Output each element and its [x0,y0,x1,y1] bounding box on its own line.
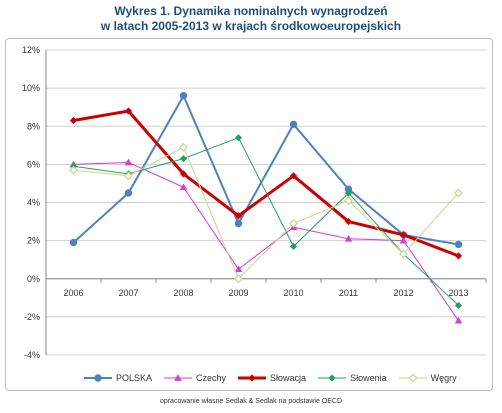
data-point-czechy [454,316,463,324]
data-point-czechy [234,265,243,273]
data-point-sowacja [399,231,408,239]
y-tick-label: 2% [27,236,40,246]
chart-title-line1: Wykres 1. Dynamika nominalnych wynagrodz… [114,4,388,18]
data-point-sowenia [344,189,353,197]
x-tick-label: 2012 [393,288,413,298]
y-tick-label: 4% [27,198,40,208]
data-point-czechy [179,183,188,191]
x-tick-label: 2013 [448,288,468,298]
data-point-czechy [399,236,408,244]
legend-label: Węgry [430,373,457,383]
legend-label: Słowacja [270,373,307,383]
x-tick-label: 2011 [339,288,358,298]
series-line-polska [72,94,459,246]
data-point-wegry [344,196,353,206]
legend-swatch-marker [174,374,182,381]
data-point-sowacja [234,212,243,220]
x-tick-label: 2008 [173,288,193,298]
legend-swatch-marker [94,374,102,382]
data-point-sowacja [69,116,78,125]
data-point-sowenia [454,301,463,310]
series-line-wegry [73,146,459,280]
legend-swatch [238,374,267,382]
legend-swatch-marker [408,373,418,383]
legend-label: Słowenia [350,373,387,383]
data-point-wegry [399,249,408,259]
x-tick-label: 2010 [283,288,303,298]
data-point-sowenia [234,134,243,142]
x-tick-label: 2009 [228,288,248,298]
legend-swatch-marker [328,374,336,382]
data-point-polska [289,120,298,129]
y-tick-label: 8% [27,121,40,131]
data-point-polska [124,189,133,197]
data-point-sowacja [344,217,353,226]
legend-item-sowacja: Słowacja [238,373,306,383]
data-point-wegry [289,219,298,228]
data-point-wegry [69,165,78,175]
y-tick-label: -2% [24,312,40,322]
data-point-wegry [454,188,463,198]
data-point-wegry [124,171,133,181]
y-tick-label: -4% [24,350,40,360]
x-tick-label: 2007 [118,288,138,298]
data-point-sowacja [454,252,463,260]
legend-swatch [164,374,193,381]
source-note: opracowanie własne Sedlak & Sedlak na po… [159,398,343,405]
legend-item-sowenia: Słowenia [318,373,387,383]
x-tick-label: 2006 [63,288,83,298]
chart-title-line2: w latach 2005-2013 w krajach środkowoeur… [100,19,402,33]
data-point-polska [454,240,463,249]
series-line-sowacja [73,109,460,258]
legend-swatch [318,374,347,382]
legend-swatch-marker [248,374,256,382]
y-tick-label: 12% [22,45,40,55]
data-point-sowacja [179,170,188,178]
data-point-czechy [124,158,133,166]
series-line-czechy [73,161,459,321]
chart-legend: POLSKA Czechy Słowacja Słowenia Węgry [84,371,469,385]
y-tick-label: 6% [27,159,40,169]
data-point-wegry [179,142,188,152]
data-point-sowacja [124,107,133,115]
chart-frame [5,38,493,391]
data-point-sowacja [289,172,298,180]
legend-swatch [84,374,112,382]
data-point-sowenia [179,155,188,163]
legend-item-wegry: Węgry [398,373,457,383]
legend-label: POLSKA [116,373,153,383]
legend-label: Czechy [196,373,227,383]
data-point-polska [179,92,188,100]
data-point-polska [234,219,243,228]
y-tick-label: 10% [22,83,40,93]
data-point-wegry [234,274,243,284]
y-tick-label: 0% [27,274,40,284]
data-point-polska [69,238,78,247]
data-point-czechy [344,234,353,242]
legend-item-polska: POLSKA [84,373,152,383]
data-point-sowenia [289,242,298,250]
legend-item-czechy: Czechy [164,373,226,383]
legend-swatch [398,373,427,383]
